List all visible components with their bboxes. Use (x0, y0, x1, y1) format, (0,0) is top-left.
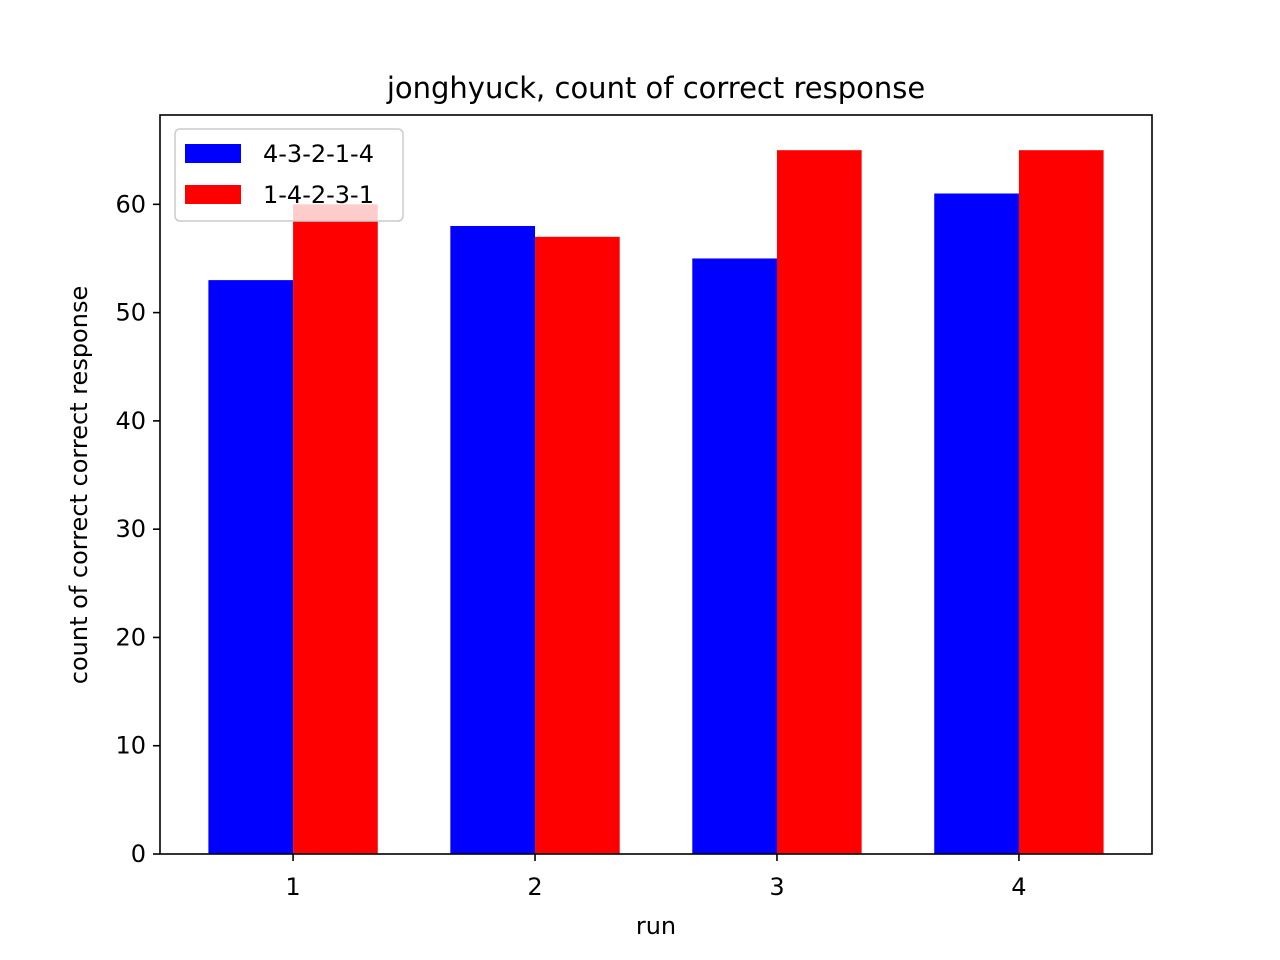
y-tick-label: 20 (115, 623, 146, 651)
bar-series-2-run-1 (293, 204, 378, 855)
y-tick-label: 10 (115, 732, 146, 760)
bar-series-2-run-2 (535, 236, 620, 855)
bar-series-1-run-4 (934, 193, 1019, 854)
x-tick-label: 1 (285, 873, 300, 901)
y-tick-label: 50 (115, 299, 146, 327)
bars-group (208, 150, 1104, 855)
y-tick-label: 30 (115, 515, 146, 543)
y-axis-label: count of correct correct response (65, 286, 93, 684)
legend-label-series-1: 4-3-2-1-4 (263, 140, 374, 168)
x-tick-label: 3 (769, 873, 784, 901)
bar-series-1-run-2 (450, 225, 536, 854)
bar-series-2-run-4 (1018, 150, 1104, 854)
bar-series-2-run-3 (776, 150, 862, 854)
y-axis-ticks: 0 10 20 30 40 50 60 (115, 190, 160, 868)
y-tick-label: 0 (131, 840, 146, 868)
bar-series-1-run-1 (208, 280, 294, 855)
legend-swatch-series-2 (185, 185, 241, 204)
legend: 4-3-2-1-4 1-4-2-3-1 (174, 128, 404, 222)
legend-label-series-2: 1-4-2-3-1 (263, 181, 374, 209)
bar-series-1-run-3 (692, 258, 777, 854)
y-tick-label: 40 (115, 407, 146, 435)
x-axis-ticks: 1 2 3 4 (285, 854, 1027, 901)
x-tick-label: 4 (1011, 873, 1026, 901)
chart-title: jonghyuck, count of correct response (386, 71, 925, 105)
x-tick-label: 2 (527, 873, 542, 901)
plot-frame (159, 114, 1153, 855)
legend-swatch-series-1 (185, 144, 241, 163)
x-axis-label: run (636, 912, 676, 940)
y-tick-label: 60 (115, 190, 146, 218)
